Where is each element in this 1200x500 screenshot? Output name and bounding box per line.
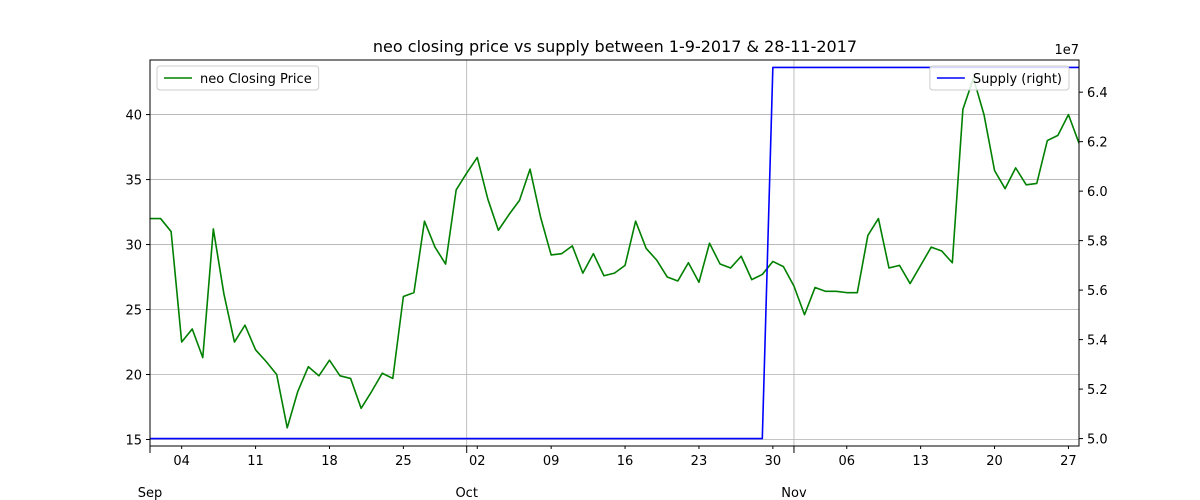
- x-minor-tick-label: 02: [469, 454, 486, 469]
- x-minor-tick-label: 06: [838, 454, 855, 469]
- x-minor-tick-label: 16: [617, 454, 634, 469]
- legend-box-supply: [929, 65, 1070, 91]
- x-minor-tick-label: 30: [765, 454, 782, 469]
- y-left-tick-label: 15: [125, 434, 142, 449]
- y-left-tick-label: 30: [125, 239, 142, 254]
- y-left-tick-label: 35: [125, 174, 142, 189]
- x-minor-tick-label: 09: [543, 454, 560, 469]
- series-supply-line: [150, 66, 1079, 440]
- x-major-tick-label: Sep: [138, 486, 163, 500]
- legend-label-closing-price: neo Closing Price: [200, 72, 312, 87]
- y-right-tick-label: 6.0: [1087, 185, 1108, 200]
- y-left-tick-label: 40: [125, 109, 142, 124]
- x-minor-tick-label: 18: [321, 454, 338, 469]
- y-right-tick-label: 5.6: [1087, 284, 1108, 299]
- legend-label-supply: Supply (right): [973, 72, 1062, 87]
- x-minor-tick-label: 11: [247, 454, 264, 469]
- x-minor-tick-label: 25: [395, 454, 412, 469]
- y-left-tick-label: 25: [125, 304, 142, 319]
- legend-box-closing-price: [156, 65, 320, 91]
- x-minor-tick-label: 13: [912, 454, 929, 469]
- y-right-tick-label: 6.4: [1087, 86, 1108, 101]
- y-right-tick-label: 6.2: [1087, 136, 1108, 151]
- x-minor-tick-label: 20: [986, 454, 1003, 469]
- y-right-tick-label: 5.2: [1087, 383, 1108, 398]
- grid-lines: [149, 60, 1079, 446]
- x-minor-tick-label: 04: [173, 454, 190, 469]
- axes-layer: 15 20 25 30 35 40 5.0 5.2 5.4 5.6 5.8 6.0 6.2 6.4 1e7 0…: [125, 43, 1107, 500]
- x-minor-tick-label: 23: [691, 454, 708, 469]
- y-left-tick-label: 20: [125, 369, 142, 384]
- series-closing-price-line: [150, 77, 1080, 429]
- chart-title: neo closing price vs supply between 1-9-…: [373, 37, 857, 56]
- x-major-tick-label: Oct: [455, 486, 477, 500]
- y-right-tick-label: 5.4: [1087, 334, 1108, 349]
- plot-frame: [149, 59, 1080, 447]
- x-minor-tick-label: 27: [1060, 454, 1077, 469]
- legend-layer: neo Closing Price Supply (right): [156, 65, 1070, 91]
- y-right-tick-label: 5.0: [1087, 433, 1108, 448]
- series-layer: [150, 66, 1080, 440]
- y-right-multiplier-label: 1e7: [1054, 43, 1079, 58]
- y-right-tick-label: 5.8: [1087, 235, 1108, 250]
- x-major-tick-label: Nov: [781, 486, 807, 500]
